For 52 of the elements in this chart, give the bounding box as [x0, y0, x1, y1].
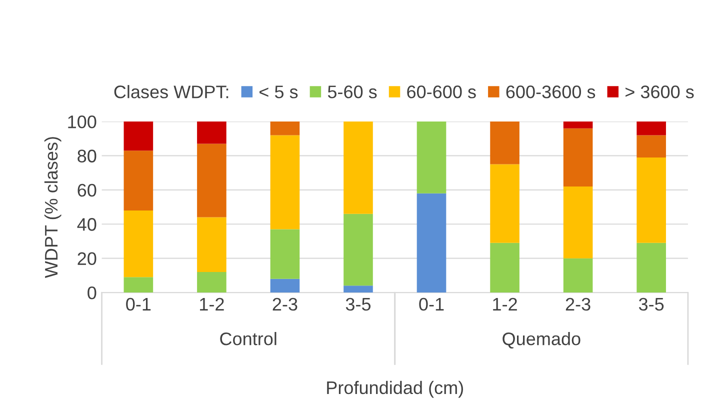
x-tick-label: 2-3: [566, 298, 590, 311]
x-tick-label: 3-5: [638, 298, 664, 311]
bar: [636, 157, 666, 243]
bar: [124, 277, 154, 293]
bar: [270, 135, 300, 230]
legend-title: Clases WDPT:: [114, 85, 228, 98]
bar: [636, 135, 666, 158]
bar: [563, 128, 593, 187]
x-tick-label: 0-1: [126, 298, 151, 311]
legend-label: < 5 s: [260, 86, 298, 98]
bar: [490, 122, 520, 164]
x-tick-label: 1-2: [493, 298, 517, 310]
x-tick-label: 1-2: [200, 298, 224, 310]
y-axis-title: WDPT (% clases): [44, 137, 62, 278]
bar: [490, 164, 520, 243]
bar: [490, 242, 520, 293]
bar: [197, 217, 226, 272]
bar: [416, 193, 446, 293]
legend-label: 60-600 s: [407, 86, 476, 98]
bar: [344, 122, 373, 214]
y-tick-label: 80: [78, 150, 96, 162]
bar: [344, 286, 373, 293]
bar: [270, 122, 300, 136]
bar: [563, 186, 593, 258]
x-tick-label: 2-3: [272, 298, 298, 311]
x-tick-label: 0-1: [419, 298, 444, 311]
text: Quemado: [502, 332, 580, 348]
y-tick-label: 0: [88, 286, 96, 300]
bar: [563, 122, 593, 128]
bar: [197, 122, 226, 144]
text: Control: [220, 332, 276, 346]
legend-label: 5-60 s: [328, 86, 377, 98]
x-tick-label: 3-5: [346, 298, 371, 311]
bar: [124, 150, 154, 210]
y-tick-label: 40: [77, 218, 96, 231]
legend-label: > 3600 s: [626, 86, 694, 98]
bar: [197, 272, 226, 293]
y-tick-label: 100: [68, 115, 96, 128]
bar: [636, 242, 666, 293]
bar: [124, 122, 154, 151]
y-tick-label: 60: [78, 184, 96, 197]
bar: [344, 214, 373, 286]
bar: [197, 144, 226, 218]
bar: [270, 278, 300, 293]
bar: [270, 229, 300, 279]
legend-label: 600-3600 s: [506, 86, 596, 98]
bar: [416, 122, 446, 194]
x-axis-title: Profundidad (cm): [327, 380, 463, 398]
bar: [124, 210, 154, 278]
bar: [563, 258, 593, 293]
y-tick-label: 20: [78, 252, 96, 266]
bar: [636, 122, 666, 136]
